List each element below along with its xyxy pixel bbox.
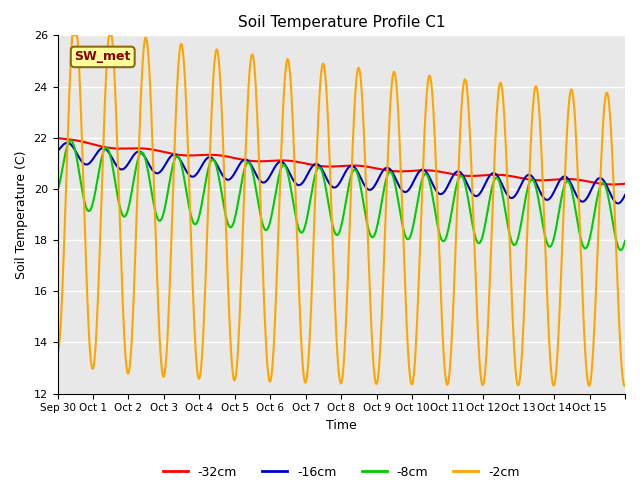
-32cm	[54, 135, 61, 141]
Line: -16cm: -16cm	[58, 143, 625, 204]
-16cm	[614, 201, 621, 206]
-32cm	[432, 168, 440, 174]
-8cm	[67, 138, 75, 144]
-8cm	[433, 216, 440, 221]
-2cm	[401, 269, 408, 275]
-8cm	[54, 187, 61, 192]
Legend: -32cm, -16cm, -8cm, -2cm: -32cm, -16cm, -8cm, -2cm	[158, 461, 525, 480]
-2cm	[68, 33, 76, 38]
-32cm	[225, 154, 232, 160]
-2cm	[621, 383, 629, 388]
-16cm	[54, 148, 61, 154]
-8cm	[121, 214, 129, 219]
-16cm	[225, 177, 233, 182]
-2cm	[121, 344, 129, 350]
-8cm	[621, 238, 629, 244]
-2cm	[225, 311, 233, 316]
-16cm	[275, 159, 283, 165]
Line: -8cm: -8cm	[58, 141, 625, 250]
Line: -32cm: -32cm	[58, 138, 625, 184]
-32cm	[253, 158, 260, 164]
-8cm	[275, 174, 283, 180]
-16cm	[433, 188, 440, 194]
-2cm	[433, 172, 440, 178]
Y-axis label: Soil Temperature (C): Soil Temperature (C)	[15, 150, 28, 279]
-16cm	[63, 140, 71, 145]
Line: -2cm: -2cm	[58, 36, 625, 386]
Title: Soil Temperature Profile C1: Soil Temperature Profile C1	[237, 15, 445, 30]
-2cm	[54, 347, 61, 352]
-2cm	[275, 218, 283, 224]
-8cm	[401, 231, 408, 237]
X-axis label: Time: Time	[326, 419, 356, 432]
-32cm	[609, 181, 616, 187]
-32cm	[274, 157, 282, 163]
-16cm	[621, 192, 629, 198]
Text: SW_met: SW_met	[74, 50, 131, 63]
-16cm	[401, 189, 408, 195]
-16cm	[121, 165, 129, 171]
-2cm	[620, 383, 628, 389]
-2cm	[253, 114, 261, 120]
-32cm	[120, 145, 128, 151]
-8cm	[253, 194, 261, 200]
-8cm	[617, 247, 625, 253]
-16cm	[253, 174, 261, 180]
-32cm	[621, 181, 629, 187]
-8cm	[225, 224, 233, 229]
-32cm	[400, 168, 408, 174]
